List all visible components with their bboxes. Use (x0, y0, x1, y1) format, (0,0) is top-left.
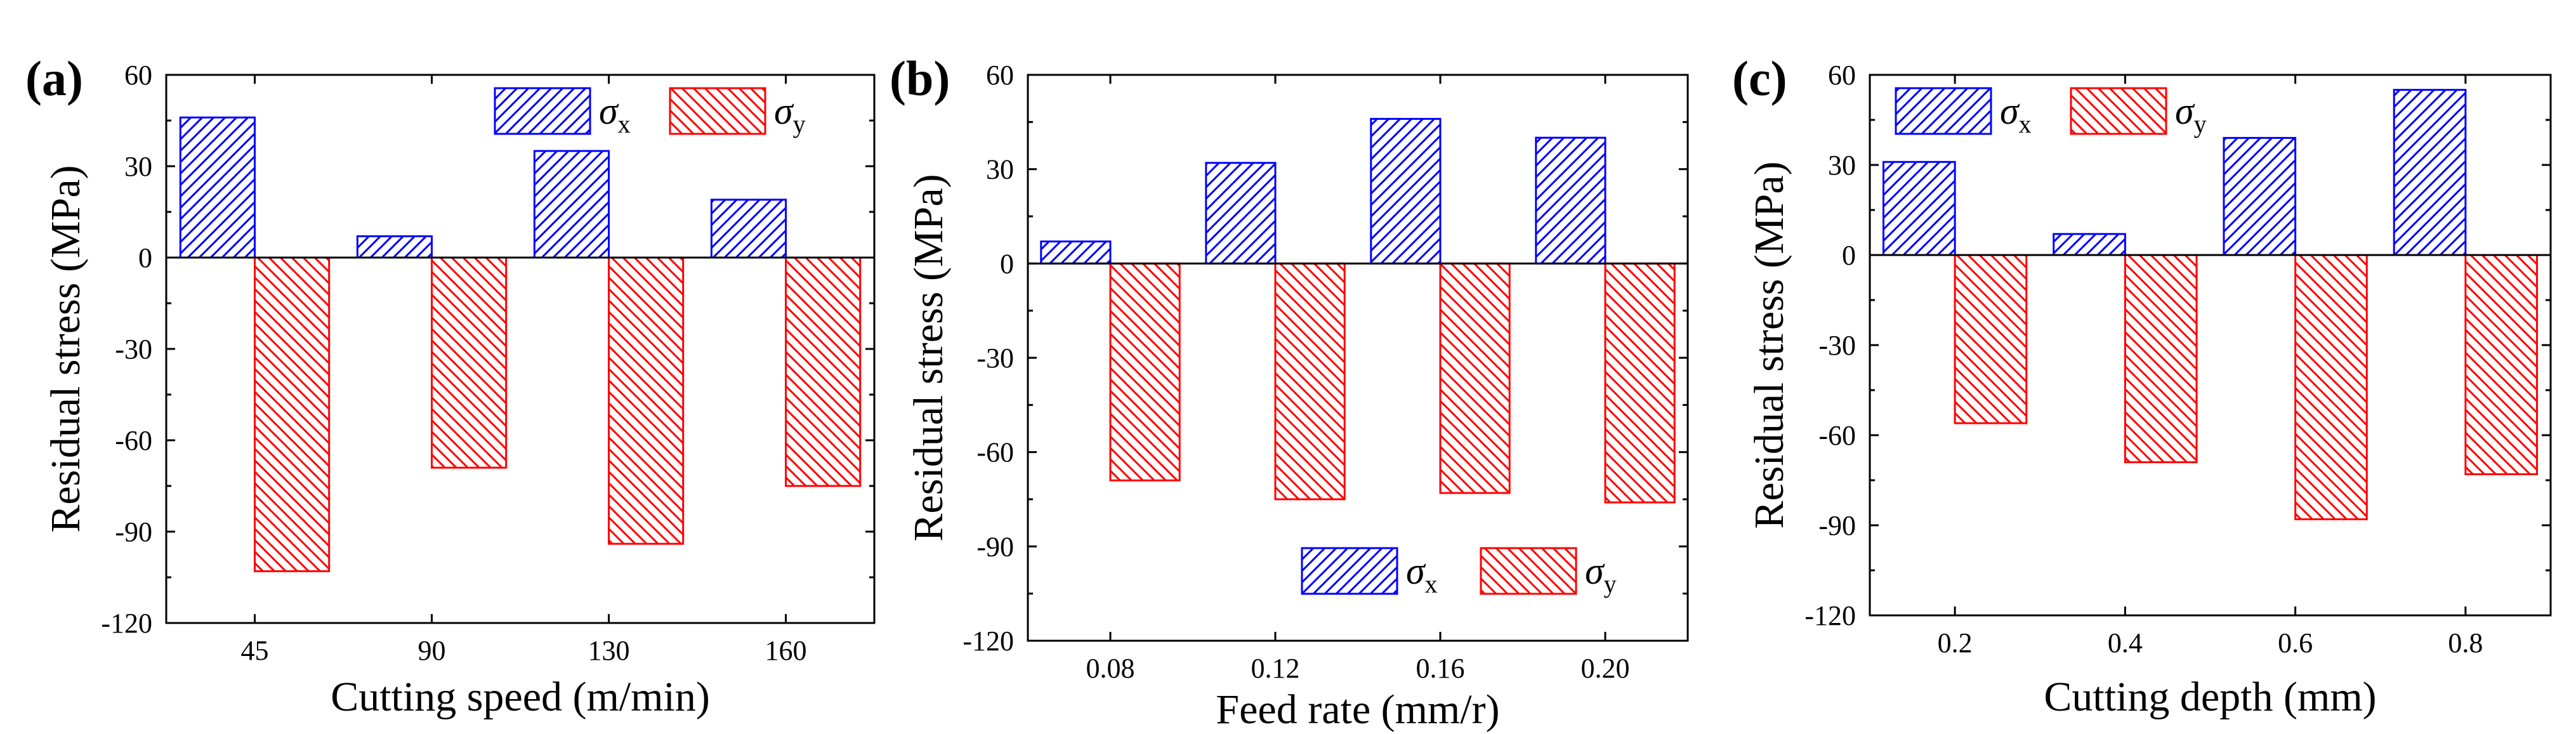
panel-label: (c) (1732, 51, 1787, 106)
bar-sigma-x-160 (710, 199, 787, 259)
legend-label-sigma-y: σy (1585, 550, 1617, 598)
bar-sigma-x-0.8 (2393, 89, 2467, 256)
y-tick-label: 30 (1828, 150, 1856, 181)
y-tick-label: -120 (101, 608, 152, 639)
y-tick-label: 60 (124, 60, 152, 91)
bar-sigma-x-90 (356, 235, 433, 259)
y-tick-label: -30 (976, 343, 1014, 374)
y-tick-label: 0 (138, 242, 152, 273)
bar-sigma-y-160 (785, 256, 862, 487)
x-tick-label: 0.4 (2108, 627, 2143, 659)
y-tick-label: -60 (1818, 420, 1856, 451)
y-tick-label: -60 (115, 425, 152, 456)
legend: σx σy (1301, 547, 1617, 598)
bar-sigma-x-0.6 (2223, 136, 2297, 256)
bar-sigma-x-0.16 (1370, 117, 1442, 265)
chart-panel-3: 60 30 0 -30 -60 -90 -120 0.2 0.4 0.6 0.8 Cutting de… (1732, 51, 2552, 720)
chart-panel-1: 60 30 0 -30 -60 -90 -120 45 90 130 160 Cutting spee… (25, 51, 876, 720)
y-tick-label: 60 (1828, 60, 1856, 91)
legend-label-sigma-y: σy (774, 90, 806, 138)
x-tick-label: 0.12 (1251, 653, 1300, 684)
y-tick-label: -90 (1818, 510, 1856, 541)
bar-sigma-x-0.08 (1040, 240, 1112, 265)
x-tick-label: 0.20 (1581, 653, 1630, 684)
legend-swatch-sigma-x (494, 87, 591, 135)
y-tick-label: 0 (1000, 248, 1014, 279)
x-axis-title: Cutting speed (m/min) (331, 674, 710, 720)
y-axis-title: Residual stress (MPa) (1746, 161, 1792, 528)
y-axis-title: Residual stress (MPa) (43, 165, 89, 532)
panel-label: (a) (25, 51, 83, 106)
y-tick-label: -90 (115, 516, 152, 547)
legend-swatch-sigma-x (1301, 547, 1398, 595)
x-tick-label: 0.16 (1416, 653, 1465, 684)
legend: σx σy (1895, 87, 2207, 138)
legend-swatch-sigma-y (2070, 87, 2167, 135)
legend-label-sigma-x: σx (1406, 550, 1438, 598)
x-tick-label: 130 (588, 635, 630, 666)
legend-label-sigma-x: σx (599, 90, 631, 138)
bar-sigma-y-0.20 (1604, 262, 1676, 504)
y-tick-label: -120 (963, 626, 1014, 657)
x-tick-label: 0.08 (1086, 653, 1135, 684)
x-axis-title: Cutting depth (mm) (2044, 674, 2376, 720)
y-tick-label: -120 (1804, 600, 1856, 631)
legend-swatch-sigma-y (669, 87, 766, 135)
bar-sigma-y-0.8 (2464, 254, 2539, 476)
legend-label-sigma-x: σx (2000, 90, 2032, 138)
legend-swatch-sigma-y (1480, 547, 1577, 595)
y-tick-label: 30 (124, 151, 152, 182)
y-tick-label: -30 (115, 334, 152, 365)
bar-sigma-x-45 (179, 116, 256, 259)
y-axis-title: Residual stress (MPa) (905, 174, 952, 541)
bar-sigma-y-0.4 (2124, 254, 2198, 464)
bar-sigma-x-130 (533, 150, 610, 259)
y-tick-label: 60 (986, 60, 1014, 91)
legend-label-sigma-y: σy (2175, 90, 2207, 138)
x-tick-label: 0.6 (2278, 627, 2313, 659)
bar-sigma-x-0.12 (1205, 162, 1277, 265)
bar-sigma-y-0.16 (1439, 262, 1511, 494)
y-tick-label: -30 (1818, 330, 1856, 361)
x-tick-label: 45 (241, 635, 269, 666)
bar-sigma-y-0.08 (1109, 262, 1181, 482)
y-tick-label: 0 (1842, 240, 1856, 271)
y-tick-label: -60 (976, 437, 1014, 468)
panel-label: (b) (890, 51, 950, 106)
bar-sigma-y-0.2 (1954, 254, 2028, 424)
y-tick-label: -90 (976, 531, 1014, 562)
bar-sigma-x-0.20 (1535, 136, 1607, 265)
x-tick-label: 0.8 (2448, 627, 2483, 659)
bar-sigma-y-45 (254, 256, 331, 572)
bar-sigma-y-130 (608, 256, 685, 545)
x-axis-title: Feed rate (mm/r) (1216, 686, 1499, 733)
chart-panel-2: 60 30 0 -30 -60 -90 -120 0.08 0.12 0.16 0.20 Feed r… (890, 51, 1689, 733)
bar-sigma-y-90 (431, 256, 508, 469)
bar-sigma-x-0.2 (1882, 161, 1956, 256)
bar-sigma-y-0.12 (1274, 262, 1346, 501)
x-tick-label: 0.2 (1938, 627, 1973, 659)
bar-sigma-y-0.6 (2294, 254, 2368, 521)
x-tick-label: 90 (418, 635, 446, 666)
legend: σx σy (494, 87, 806, 138)
legend-swatch-sigma-x (1895, 87, 1992, 135)
y-tick-label: 30 (986, 154, 1014, 185)
bar-sigma-x-0.4 (2053, 233, 2126, 256)
x-tick-label: 160 (765, 635, 807, 666)
